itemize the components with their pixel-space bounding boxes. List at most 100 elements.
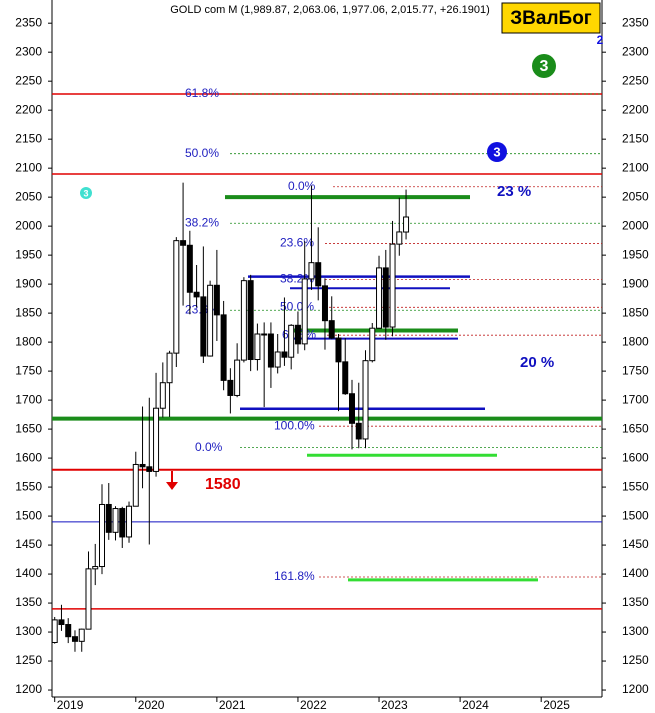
y-tick-label-left: 1850 <box>15 305 42 319</box>
marker-circle <box>532 54 556 78</box>
y-tick-label-right: 1250 <box>622 653 649 667</box>
y-tick-label-right: 1800 <box>622 334 649 348</box>
y-tick-label-left: 1700 <box>15 392 42 406</box>
y-tick-label-right: 1450 <box>622 537 649 551</box>
x-tick-label: 2025 <box>543 698 570 712</box>
y-tick-label-right: 2250 <box>622 73 649 87</box>
y-tick-label-left: 2350 <box>15 15 42 29</box>
fib-label: 38.2% <box>185 215 219 229</box>
candle-body <box>126 505 133 538</box>
marker-label: 3 <box>83 188 88 198</box>
candle-body <box>274 351 281 368</box>
candle-body <box>213 284 220 316</box>
candle-body <box>220 314 227 381</box>
fib-label: 0.0% <box>195 440 223 454</box>
y-tick-label-left: 1750 <box>15 363 42 377</box>
y-tick-label-left: 2000 <box>15 218 42 232</box>
candle-body <box>288 324 295 358</box>
candle-body <box>186 244 193 293</box>
candle-body <box>200 296 207 357</box>
candle-body <box>139 463 146 468</box>
candle-body <box>173 240 180 354</box>
x-tick-label: 2024 <box>462 698 489 712</box>
y-tick-label-right: 2350 <box>622 15 649 29</box>
y-tick-label-right: 2150 <box>622 131 649 145</box>
candle-body <box>294 324 301 345</box>
y-tick-label-right: 2100 <box>622 160 649 174</box>
fib-label: 50.0% <box>280 300 314 314</box>
y-tick-label-right: 1900 <box>622 276 649 290</box>
candle-body <box>281 351 288 358</box>
candle-body <box>159 382 166 409</box>
candle-body <box>166 352 173 384</box>
marker-circle <box>487 142 507 162</box>
candle-body <box>65 624 72 638</box>
candle-body <box>315 262 322 287</box>
candle-body <box>99 503 105 568</box>
candle-body <box>403 216 410 233</box>
candle-body <box>207 284 214 357</box>
candle-body <box>193 291 200 298</box>
y-tick-label-right: 1300 <box>622 624 649 638</box>
candle-body <box>234 359 241 396</box>
candle-body <box>112 508 119 533</box>
y-tick-label-right: 1200 <box>622 682 649 696</box>
candle-body <box>389 243 396 328</box>
candle-body <box>362 360 369 440</box>
candle-body <box>396 231 403 245</box>
candle-body <box>349 393 355 424</box>
y-tick-label-left: 1200 <box>15 682 42 696</box>
y-tick-label-left: 2300 <box>15 44 42 58</box>
candle-body <box>92 566 99 570</box>
y-tick-label-left: 1950 <box>15 247 42 261</box>
candle-body <box>146 466 153 472</box>
candle-body <box>267 333 274 368</box>
x-tick-label: 2021 <box>219 698 246 712</box>
y-tick-label-left: 1600 <box>15 450 42 464</box>
y-tick-label-left: 2150 <box>15 131 42 145</box>
fib-label: 23.6% <box>280 236 314 250</box>
fib-label: 161.8% <box>274 569 315 583</box>
candle-body <box>247 280 254 361</box>
y-tick-label-left: 1450 <box>15 537 42 551</box>
candle-body <box>301 278 308 345</box>
y-tick-label-left: 1250 <box>15 653 42 667</box>
arrow-head <box>166 482 178 490</box>
candle-body <box>328 320 335 339</box>
candle-body <box>376 267 383 329</box>
candle-body <box>321 285 328 322</box>
candle-body <box>240 280 247 361</box>
fib-label: 50.0% <box>185 146 219 160</box>
y-tick-label-right: 1350 <box>622 595 649 609</box>
candle-body <box>355 422 362 440</box>
candle-body <box>105 503 112 533</box>
y-tick-label-left: 1400 <box>15 566 42 580</box>
x-tick-label: 2020 <box>138 698 165 712</box>
y-tick-label-right: 1700 <box>622 392 649 406</box>
y-tick-label-right: 1950 <box>622 247 649 261</box>
y-tick-label-right: 2300 <box>622 44 649 58</box>
candle-body <box>153 407 160 472</box>
annotation: 23 % <box>497 183 531 200</box>
fib-label: 61.8% <box>185 86 219 100</box>
candle-body <box>180 240 187 246</box>
candle-body <box>342 361 349 395</box>
marker-label: 3 <box>493 144 500 159</box>
y-tick-label-right: 2000 <box>622 218 649 232</box>
y-tick-label-left: 2050 <box>15 189 42 203</box>
y-tick-label-left: 1350 <box>15 595 42 609</box>
candle-body <box>51 619 58 643</box>
y-tick-label-left: 1800 <box>15 334 42 348</box>
marker-circle <box>80 187 92 199</box>
badge-box <box>501 2 601 34</box>
candle-body <box>85 568 92 630</box>
y-tick-label-right: 1850 <box>622 305 649 319</box>
y-tick-label-right: 2200 <box>622 102 649 116</box>
candle-body <box>335 337 342 363</box>
candle-body <box>227 379 234 396</box>
y-tick-label-right: 1650 <box>622 421 649 435</box>
y-tick-label-right: 2050 <box>622 189 649 203</box>
candle-body <box>58 619 65 626</box>
annotation: 1580 <box>205 476 241 493</box>
fib-label: 100.0% <box>274 418 315 432</box>
